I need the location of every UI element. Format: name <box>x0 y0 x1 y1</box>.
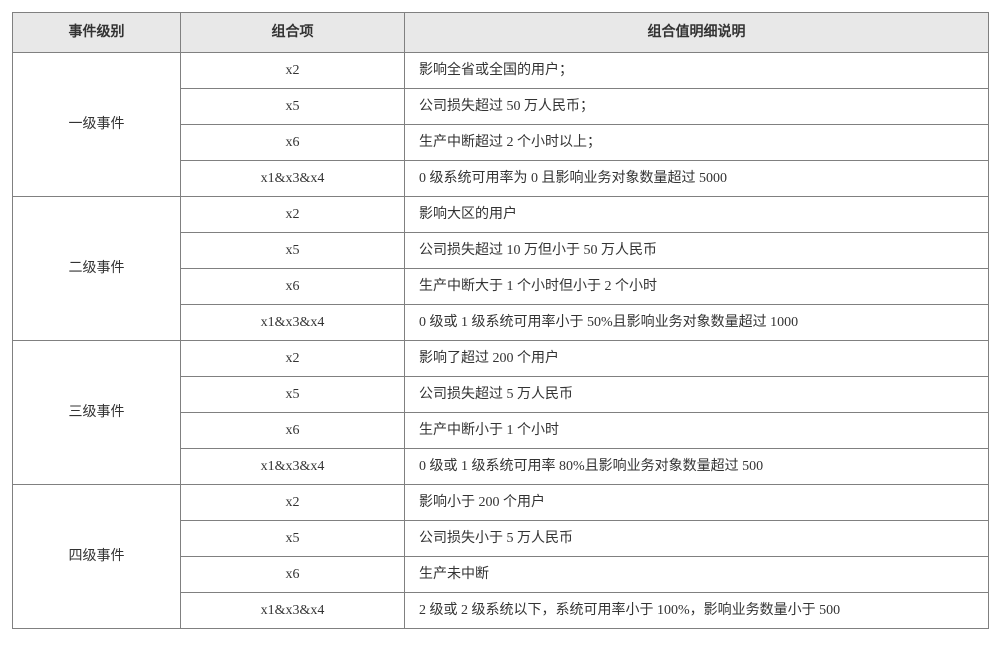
desc-cell: 0 级系统可用率为 0 且影响业务对象数量超过 5000 <box>405 161 989 197</box>
desc-cell: 生产中断大于 1 个小时但小于 2 个小时 <box>405 269 989 305</box>
item-cell: x6 <box>181 125 405 161</box>
desc-cell: 生产中断小于 1 个小时 <box>405 413 989 449</box>
item-cell: x1&x3&x4 <box>181 305 405 341</box>
item-cell: x6 <box>181 557 405 593</box>
item-cell: x1&x3&x4 <box>181 593 405 629</box>
table-row: 一级事件x2影响全省或全国的用户； <box>13 53 989 89</box>
level-cell: 三级事件 <box>13 341 181 485</box>
level-cell: 一级事件 <box>13 53 181 197</box>
desc-cell: 0 级或 1 级系统可用率 80%且影响业务对象数量超过 500 <box>405 449 989 485</box>
desc-cell: 公司损失超过 10 万但小于 50 万人民币 <box>405 233 989 269</box>
level-cell: 二级事件 <box>13 197 181 341</box>
desc-cell: 2 级或 2 级系统以下，系统可用率小于 100%，影响业务数量小于 500 <box>405 593 989 629</box>
item-cell: x2 <box>181 341 405 377</box>
desc-cell: 影响大区的用户 <box>405 197 989 233</box>
item-cell: x1&x3&x4 <box>181 161 405 197</box>
header-desc: 组合值明细说明 <box>405 13 989 53</box>
desc-cell: 影响全省或全国的用户； <box>405 53 989 89</box>
item-cell: x2 <box>181 485 405 521</box>
level-cell: 四级事件 <box>13 485 181 629</box>
desc-cell: 影响了超过 200 个用户 <box>405 341 989 377</box>
header-level: 事件级别 <box>13 13 181 53</box>
desc-cell: 生产未中断 <box>405 557 989 593</box>
table-row: 四级事件x2影响小于 200 个用户 <box>13 485 989 521</box>
item-cell: x2 <box>181 197 405 233</box>
table-row: 三级事件x2影响了超过 200 个用户 <box>13 341 989 377</box>
table-header-row: 事件级别 组合项 组合值明细说明 <box>13 13 989 53</box>
item-cell: x2 <box>181 53 405 89</box>
item-cell: x5 <box>181 89 405 125</box>
desc-cell: 影响小于 200 个用户 <box>405 485 989 521</box>
event-level-table: 事件级别 组合项 组合值明细说明 一级事件x2影响全省或全国的用户；x5公司损失… <box>12 12 989 629</box>
header-item: 组合项 <box>181 13 405 53</box>
desc-cell: 公司损失超过 50 万人民币； <box>405 89 989 125</box>
item-cell: x5 <box>181 521 405 557</box>
desc-cell: 公司损失小于 5 万人民币 <box>405 521 989 557</box>
item-cell: x6 <box>181 413 405 449</box>
item-cell: x1&x3&x4 <box>181 449 405 485</box>
table-row: 二级事件x2影响大区的用户 <box>13 197 989 233</box>
item-cell: x5 <box>181 377 405 413</box>
desc-cell: 0 级或 1 级系统可用率小于 50%且影响业务对象数量超过 1000 <box>405 305 989 341</box>
desc-cell: 公司损失超过 5 万人民币 <box>405 377 989 413</box>
desc-cell: 生产中断超过 2 个小时以上； <box>405 125 989 161</box>
item-cell: x6 <box>181 269 405 305</box>
item-cell: x5 <box>181 233 405 269</box>
